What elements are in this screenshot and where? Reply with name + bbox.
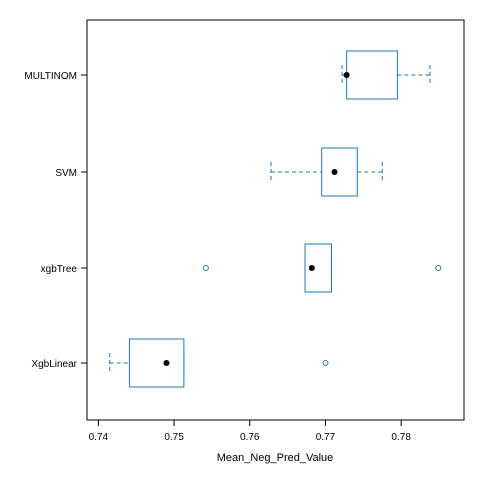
mean-marker xyxy=(331,169,338,175)
box-iqr xyxy=(321,147,358,197)
mean-marker xyxy=(163,360,170,366)
plot-frame xyxy=(86,19,465,421)
outlier-point xyxy=(435,265,442,271)
x-tick-label: 0.75 xyxy=(164,432,184,443)
box-iqr xyxy=(346,50,398,100)
x-tick-label: 0.74 xyxy=(89,432,109,443)
box-0 xyxy=(341,50,431,100)
box-iqr xyxy=(128,338,185,388)
box-3 xyxy=(109,338,329,388)
y-tick-label: XgbLinear xyxy=(31,359,77,370)
y-axis: MULTINOM SVM xgbTree XgbLinear xyxy=(24,71,87,370)
x-tick-label: 0.76 xyxy=(240,432,260,443)
y-tick-label: SVM xyxy=(55,168,77,179)
outlier-point xyxy=(202,265,209,271)
x-tick-label: 0.77 xyxy=(316,432,336,443)
box-1 xyxy=(270,147,383,197)
mean-marker xyxy=(308,265,315,271)
box-2 xyxy=(202,243,442,293)
outlier-point xyxy=(322,360,329,366)
y-tick-label: MULTINOM xyxy=(24,71,77,82)
mean-marker xyxy=(343,72,350,78)
x-axis: 0.74 0.75 0.76 0.77 0.78 xyxy=(89,420,411,443)
boxes-layer xyxy=(109,50,442,388)
x-axis-title: Mean_Neg_Pred_Value xyxy=(217,452,334,464)
y-tick-label: xgbTree xyxy=(41,264,78,275)
x-tick-label: 0.78 xyxy=(391,432,411,443)
